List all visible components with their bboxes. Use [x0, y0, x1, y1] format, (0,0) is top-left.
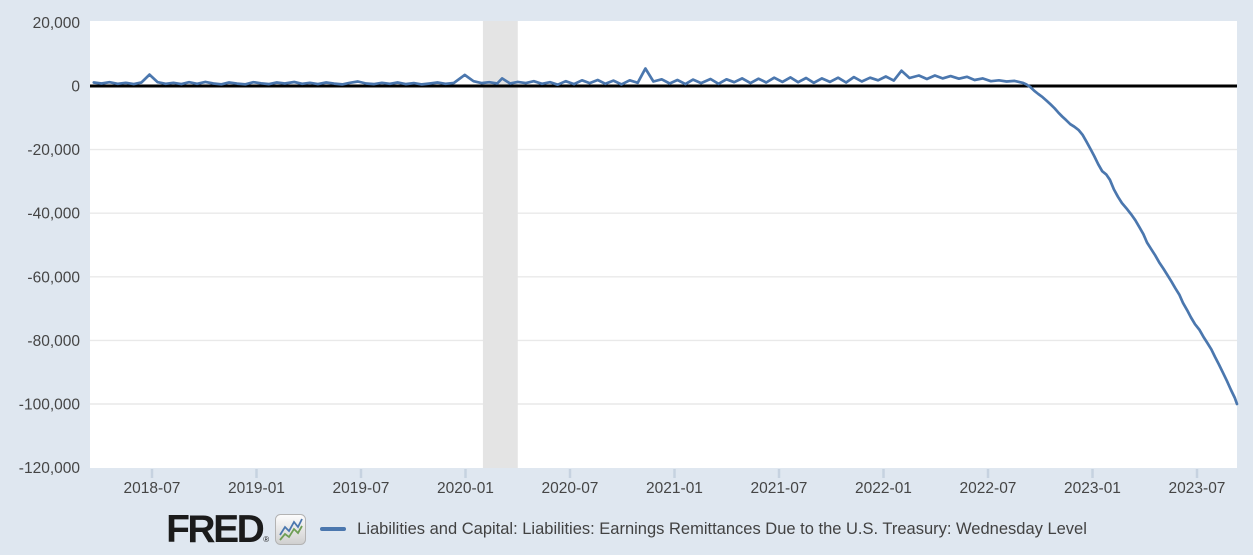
legend-series-label: Liabilities and Capital: Liabilities: Ea… — [357, 519, 1087, 538]
fred-logo[interactable]: FRED ® — [166, 507, 307, 551]
recession-band — [482, 21, 518, 468]
x-axis-label: 2020-01 — [437, 480, 494, 497]
y-axis-label: -100,000 — [19, 397, 81, 414]
fred-zigzag-chart-icon — [275, 513, 307, 545]
registered-trademark-symbol: ® — [263, 534, 270, 544]
y-axis-label: 20,000 — [33, 15, 81, 32]
series-line — [92, 67, 1239, 406]
plot-area[interactable] — [90, 21, 1237, 468]
fred-wordmark: FRED — [166, 507, 265, 551]
x-axis-label: 2021-07 — [751, 480, 808, 497]
x-axis-label: 2023-01 — [1064, 480, 1121, 497]
x-axis-label: 2019-01 — [228, 480, 285, 497]
legend-line-swatch — [320, 527, 347, 531]
y-axis-label: 0 — [71, 79, 80, 96]
y-axis-label: -60,000 — [27, 269, 80, 286]
x-axis-label: 2018-07 — [124, 480, 181, 497]
y-axis-label: -20,000 — [27, 142, 80, 159]
x-axis-label: 2020-07 — [542, 480, 599, 497]
x-axis-label: 2022-07 — [960, 480, 1017, 497]
x-axis-label: 2022-01 — [855, 480, 912, 497]
x-axis-label: 2021-01 — [646, 480, 703, 497]
remittances-chart: 20,000 0 -20,000 -40,000 -60,000 -80,000 -100,… — [19, 15, 1239, 497]
y-axis-label: -120,000 — [19, 460, 81, 477]
x-axis-label: 2023-07 — [1169, 480, 1226, 497]
chart-footer: FRED ® Liabilities and Capital: Liabilit… — [0, 506, 1253, 552]
y-axis-label: -40,000 — [27, 206, 80, 223]
chart-legend: Liabilities and Capital: Liabilities: Ea… — [320, 520, 1087, 539]
x-axis-label: 2019-07 — [333, 480, 390, 497]
y-axis-label: -80,000 — [27, 333, 80, 350]
